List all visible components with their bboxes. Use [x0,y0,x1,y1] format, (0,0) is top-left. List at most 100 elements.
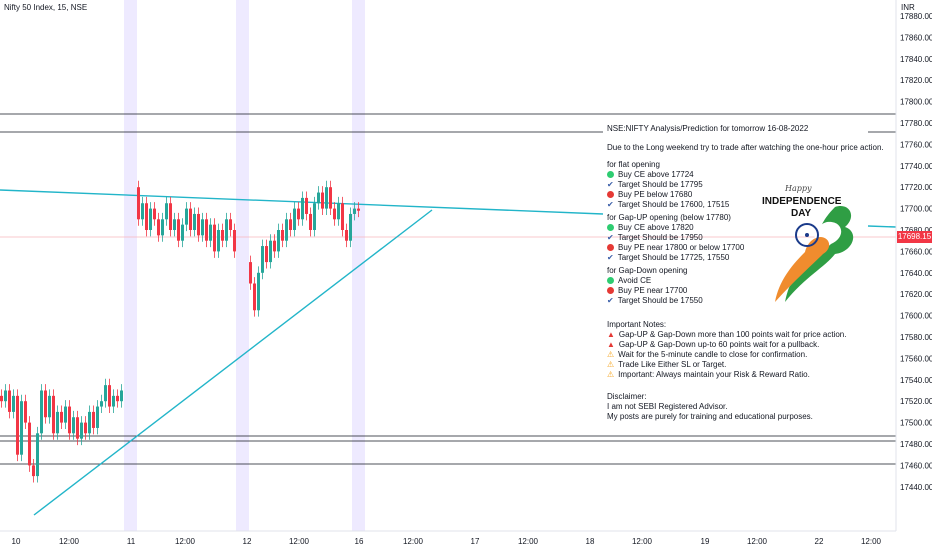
candle-body [197,213,200,236]
time-tick-label: 22 [815,537,824,546]
red-dot-icon [607,244,614,251]
price-tick-label: 17500.00 [900,419,932,428]
chart-title: Nifty 50 Index, 15, NSE [4,3,88,12]
candle-body [116,395,119,402]
price-tick-label: 17740.00 [900,162,932,171]
list-item: ▲ Gap-UP & Gap-Down up-to 60 points wait … [607,340,819,350]
price-tick-label: 17800.00 [900,98,932,107]
banner-script: Happy [785,184,812,193]
time-tick-label: 11 [127,537,136,546]
candle-body [161,219,164,236]
list-item-text: Buy CE above 17820 [618,223,694,232]
list-item: Buy PE near 17700 [607,286,687,296]
time-axis[interactable]: 10 12:00 11 12:00 12 12:00 16 12:00 17 12:00 18 12:… [12,537,882,546]
candle-body [261,246,264,273]
candle-body [100,401,103,407]
last-price-tag: 17698.15 [897,231,932,243]
price-tick-label: 17640.00 [900,269,932,278]
candle-body [257,272,260,311]
candle-body [88,411,91,434]
price-tick-label: 17880.00 [900,12,932,21]
checkmark-icon: ✔ [607,233,614,242]
candle-body [40,390,43,434]
candle-body [177,219,180,241]
list-item: ▲ Gap-UP & Gap-Down more than 100 points … [607,330,846,340]
list-item-text: Buy PE near 17800 or below 17700 [618,243,745,252]
candle-body [145,203,148,230]
candle-body [120,390,123,402]
candle-body [189,208,192,230]
candle-body [28,422,31,466]
list-item: ✔ Target Should be 17795 [607,180,703,190]
list-item: ⚠ Wait for the 5-minute candle to close f… [607,350,807,360]
price-tick-label: 17660.00 [900,247,932,256]
candle-body [185,208,188,225]
candle-body [305,197,308,214]
checkmark-icon: ✔ [607,180,614,189]
session-highlight [236,0,249,531]
candle-body [313,203,316,230]
time-tick-label: 12 [243,537,252,546]
list-item: ⚠ Important: Always maintain your Risk & … [607,370,810,380]
candle-body [60,411,63,423]
price-tick-label: 17480.00 [900,440,932,449]
candle-body [213,224,216,252]
candle-body [293,208,296,230]
list-item: ✔ Target Should be 17950 [607,233,703,243]
candlestick-series [0,180,360,483]
candle-body [48,395,51,418]
gapup-title: for Gap-UP opening (below 17780) [607,213,731,222]
price-tick-label: 17460.00 [900,461,932,470]
list-item-text: Important: Always maintain your Risk & R… [618,370,810,379]
list-item: ✔ Target Should be 17550 [607,296,703,306]
checkmark-icon: ✔ [607,200,614,209]
candle-body [96,406,99,428]
candle-body [269,240,272,263]
candle-body [84,422,87,434]
candle-body [289,219,292,230]
candle-body [249,262,252,284]
warning-icon: ⚠ [607,360,615,369]
warning-icon: ⚠ [607,370,615,379]
banner-line1: INDEPENDENCE [762,196,842,207]
green-dot-icon [607,224,614,231]
notes-intro: Due to the Long weekend try to trade aft… [607,143,884,152]
banner-line2: DAY [791,208,812,219]
support-trendline[interactable] [33,209,433,516]
list-item: ✔ Target Should be 17725, 17550 [607,253,729,263]
list-item-text: Avoid CE [618,276,652,285]
price-tick-label: 17540.00 [900,376,932,385]
checkmark-icon: ✔ [607,296,614,305]
time-tick-label: 17 [471,537,480,546]
candle-body [229,219,232,230]
candle-body [157,219,160,236]
candle-body [112,395,115,407]
price-tick-label: 17580.00 [900,333,932,342]
disclaimer-line: I am not SEBI Registered Advisor. [607,402,728,411]
time-tick-label: 12:00 [518,537,539,546]
candle-body [193,213,196,230]
flat-title: for flat opening [607,160,660,169]
candle-body [149,208,152,230]
price-axis[interactable]: 17880.00 17860.00 17840.00 17820.00 17800.00… [900,12,932,492]
green-dot-icon [607,277,614,284]
resistance-trendline-extension[interactable] [867,225,897,228]
candle-body [325,187,328,209]
list-item-text: Target Should be 17550 [617,296,703,305]
candle-body [20,401,23,455]
candle-body [345,230,348,241]
price-tick-label: 17860.00 [900,33,932,42]
candle-body [273,240,276,252]
price-tick-label: 17760.00 [900,140,932,149]
price-tick-label: 17720.00 [900,183,932,192]
candle-body [297,208,300,220]
list-item-text: Gap-UP & Gap-Down up-to 60 points wait f… [618,340,820,349]
time-tick-label: 12:00 [403,537,424,546]
time-tick-label: 18 [586,537,595,546]
candle-body [329,187,332,209]
green-dot-icon [607,171,614,178]
candle-body [64,406,67,423]
checkmark-icon: ✔ [607,253,614,262]
